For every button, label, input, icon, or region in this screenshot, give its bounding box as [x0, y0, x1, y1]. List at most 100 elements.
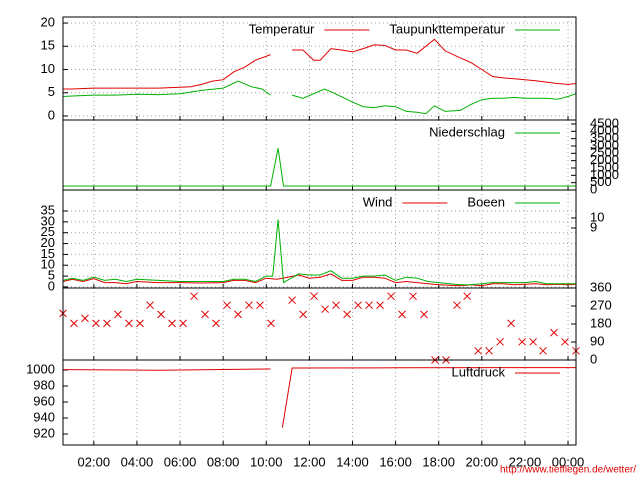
y2-tick-label: 10: [590, 209, 604, 224]
y-tick-label: 3000: [590, 137, 619, 152]
y-tick-label: 10: [41, 61, 55, 76]
y-tick-label: 180: [590, 315, 612, 330]
point: [179, 319, 187, 328]
point: [354, 301, 362, 310]
point: [234, 310, 242, 319]
point: [136, 319, 144, 328]
point: [114, 310, 122, 319]
x-tick-label: 04:00: [121, 454, 154, 469]
point: [125, 319, 133, 328]
point: [365, 301, 373, 310]
y-tick-label: 4000: [590, 123, 619, 138]
y-tick-label: 360: [590, 279, 612, 294]
point: [103, 319, 111, 328]
point: [409, 292, 417, 301]
y-tick-label: 0: [590, 351, 597, 366]
series-line: [62, 367, 577, 428]
point: [267, 319, 275, 328]
point: [398, 310, 406, 319]
series-line: [63, 38, 577, 90]
y-tick-label: 1500: [590, 159, 619, 174]
footer-url: http://www.tiefflegen.de/wetter/: [500, 465, 636, 476]
legend-label: Taupunkttemperatur: [389, 21, 505, 36]
point: [463, 292, 472, 301]
point: [453, 301, 461, 310]
y-tick-label: 1000: [590, 167, 619, 182]
y-tick-label: 5: [48, 84, 55, 99]
y-tick-label: 1000: [26, 361, 55, 376]
point: [387, 292, 395, 301]
point: [376, 301, 384, 310]
legend-label: Temperatur: [249, 21, 315, 36]
y-tick-label: 980: [33, 377, 55, 392]
y-tick-label: 15: [41, 246, 55, 261]
point: [321, 305, 329, 314]
point: [201, 310, 209, 319]
series-line: [62, 80, 577, 115]
series-line: [62, 219, 576, 286]
x-tick-label: 08:00: [207, 454, 240, 469]
y-tick-label: 90: [590, 333, 604, 348]
point: [256, 301, 264, 310]
point: [70, 319, 78, 328]
point: [288, 296, 296, 305]
legend-label: Niederschlag: [429, 124, 505, 139]
point: [212, 319, 220, 328]
y-tick-label: 0: [48, 107, 55, 122]
point: [485, 346, 493, 355]
point: [223, 301, 231, 310]
point: [550, 328, 558, 337]
point: [420, 310, 428, 319]
x-tick-label: 18:00: [422, 454, 455, 469]
point: [157, 310, 165, 319]
point: [529, 337, 537, 346]
point: [496, 337, 504, 346]
point: [561, 337, 569, 346]
y-tick-label: 20: [41, 14, 55, 29]
x-tick-label: 10:00: [250, 454, 283, 469]
y-tick-label: 10: [41, 257, 55, 272]
point: [474, 346, 482, 355]
point: [518, 337, 526, 346]
legend-label: Wind: [363, 194, 393, 209]
legend-label: Luftdruck: [452, 364, 506, 379]
point: [245, 301, 253, 310]
y-tick-label: 270: [590, 297, 612, 312]
y-tick-label: 25: [41, 224, 55, 239]
series-line: [63, 148, 576, 187]
x-tick-label: 14:00: [336, 454, 369, 469]
y-tick-label: 35: [41, 202, 55, 217]
series-line: [62, 273, 577, 287]
y-tick-label: 940: [33, 409, 55, 424]
y-tick-label: 5: [48, 268, 55, 283]
point: [190, 292, 198, 301]
y-tick-label: 15: [41, 38, 55, 53]
y-tick-label: 3500: [590, 130, 619, 145]
y-tick-label: 30: [41, 213, 55, 228]
point: [299, 310, 307, 319]
x-tick-label: 02:00: [78, 454, 111, 469]
y-tick-label: 2500: [590, 145, 619, 160]
y2-tick-label: 9: [590, 219, 597, 234]
y-tick-label: 960: [33, 393, 55, 408]
point: [92, 319, 100, 328]
point: [81, 314, 89, 323]
y-tick-label: 0: [48, 278, 55, 293]
x-tick-label: 12:00: [293, 454, 326, 469]
point: [539, 346, 547, 355]
x-tick-label: 16:00: [379, 454, 412, 469]
point: [168, 319, 176, 328]
x-tick-label: 06:00: [164, 454, 197, 469]
point: [343, 310, 351, 319]
legend-label: Boeen: [467, 194, 505, 209]
point: [310, 292, 318, 301]
x-tick-label: 22:00: [509, 454, 542, 469]
point: [332, 301, 340, 310]
x-tick-label: 00:00: [552, 454, 585, 469]
y-tick-label: 20: [41, 235, 55, 250]
point: [146, 301, 154, 310]
point: [507, 319, 515, 328]
y-tick-label: 4500: [590, 115, 619, 130]
